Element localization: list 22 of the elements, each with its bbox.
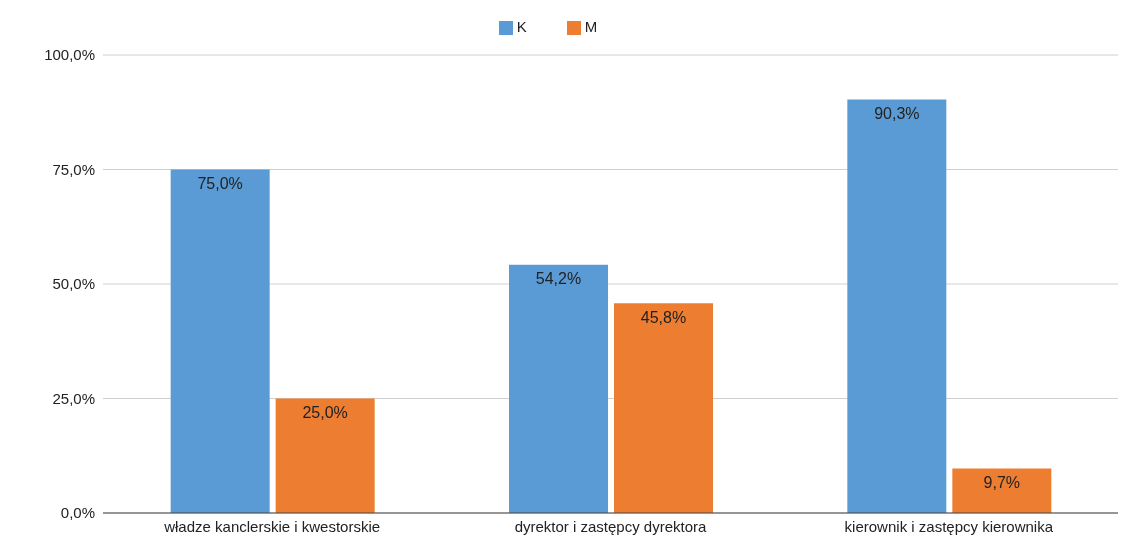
data-label: 54,2%	[535, 270, 582, 288]
legend-label: M	[584, 18, 598, 35]
bar	[275, 398, 375, 513]
data-label: 9,7%	[983, 473, 1021, 491]
x-tick-label: dyrektor i zastępcy dyrektora	[514, 517, 708, 535]
y-tick-label: 25,0%	[52, 389, 95, 407]
y-tick-label: 0,0%	[60, 504, 95, 522]
legend-label: K	[516, 18, 527, 35]
x-tick-label: władze kanclerskie i kwestorskie	[163, 517, 381, 535]
data-label: 45,8%	[640, 308, 687, 326]
data-label: 25,0%	[302, 403, 348, 421]
data-label: 75,0%	[197, 174, 243, 192]
y-tick-label: 50,0%	[52, 275, 95, 293]
bar	[509, 264, 608, 513]
bar	[170, 169, 270, 513]
bar	[952, 468, 1052, 513]
bar	[614, 303, 713, 513]
y-tick-label: 100,0%	[44, 46, 95, 64]
data-label: 90,3%	[874, 104, 920, 122]
x-tick-label: kierownik i zastępcy kierownika	[844, 517, 1054, 535]
y-tick-label: 75,0%	[52, 160, 95, 178]
bar	[847, 99, 947, 513]
